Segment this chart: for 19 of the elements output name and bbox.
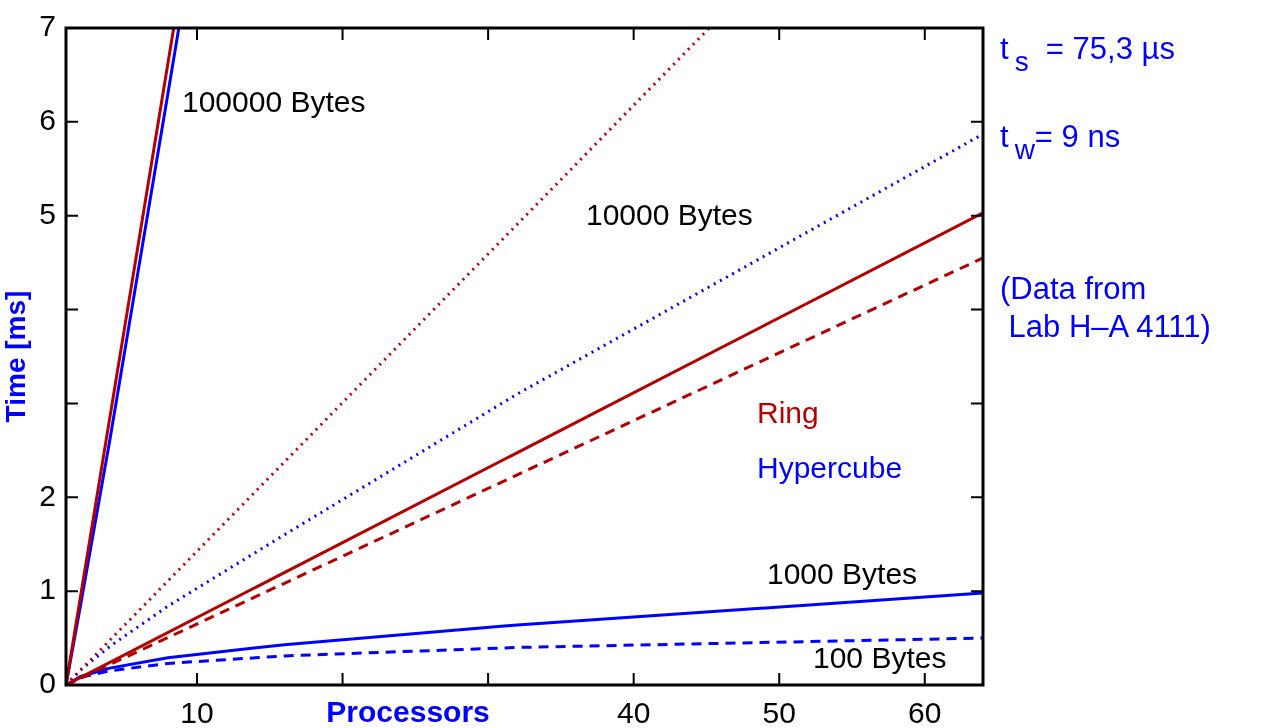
annotation: Ring bbox=[757, 396, 819, 430]
y-tick-label: 5 bbox=[39, 196, 56, 230]
y-axis-title: Time [ms] bbox=[0, 290, 31, 423]
y-tick-label: 6 bbox=[39, 103, 56, 137]
annotation: Hypercube bbox=[757, 451, 903, 485]
x-tick-label: 10 bbox=[180, 696, 214, 728]
y-tick-label: 0 bbox=[39, 666, 56, 700]
y-tick-label: 1 bbox=[39, 572, 56, 606]
x-axis-title: Processors bbox=[326, 695, 490, 728]
annotation: 10000 Bytes bbox=[586, 198, 753, 232]
annotation: 100 Bytes bbox=[813, 641, 947, 675]
x-tick-label: 50 bbox=[762, 696, 796, 728]
annotation: 1000 Bytes bbox=[767, 557, 918, 591]
y-tick-label: 2 bbox=[39, 478, 56, 512]
y-tick-label: 7 bbox=[39, 9, 56, 43]
text: (Data from Lab H–A 4111) bbox=[1000, 270, 1211, 346]
x-tick-label: 40 bbox=[616, 696, 651, 728]
x-tick-label: 60 bbox=[908, 696, 942, 728]
annotation: 100000 Bytes bbox=[182, 85, 366, 119]
